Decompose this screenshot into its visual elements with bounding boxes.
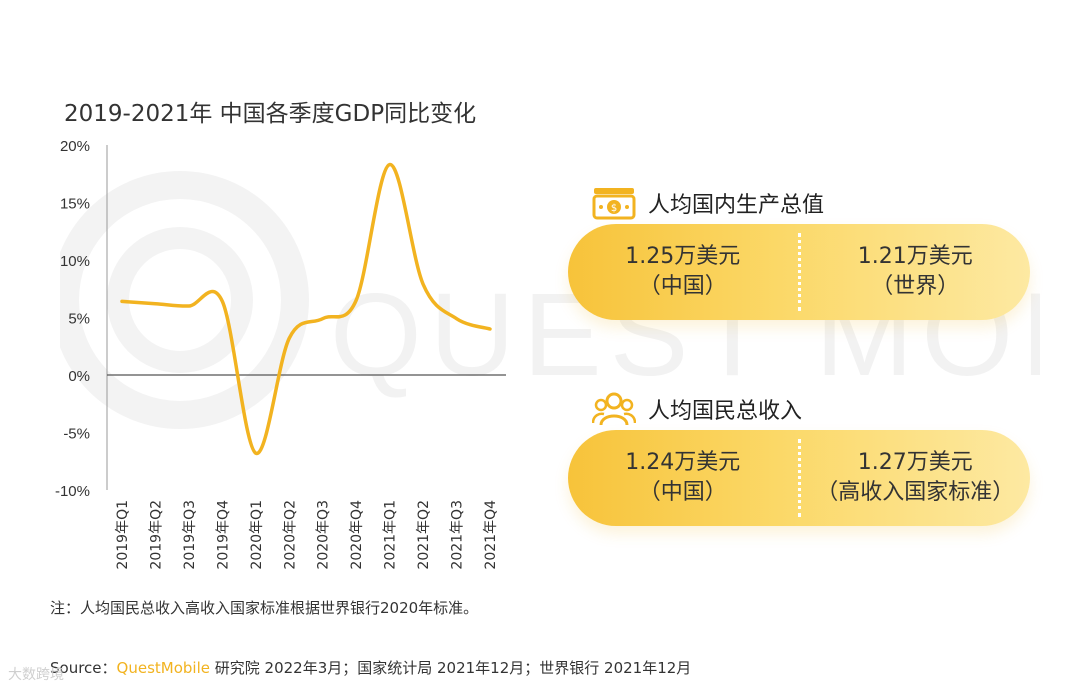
world-gdp-cell: 1.21万美元 （世界） bbox=[801, 242, 1031, 302]
x-tick-label: 2019年Q3 bbox=[182, 500, 198, 570]
value: 1.24万美元 bbox=[625, 450, 741, 475]
y-tick-label: 10% bbox=[60, 253, 90, 270]
gdp-per-capita-card: 1.25万美元 （中国） 1.21万美元 （世界） bbox=[568, 224, 1030, 320]
x-tick-label: 2020年Q2 bbox=[282, 500, 298, 570]
sub-label: （世界） bbox=[871, 274, 960, 299]
x-tick-label: 2020年Q4 bbox=[349, 500, 365, 570]
x-tick-label: 2021年Q3 bbox=[450, 500, 466, 570]
value: 1.25万美元 bbox=[625, 244, 741, 269]
x-tick-label: 2019年Q2 bbox=[148, 500, 164, 570]
dotted-divider bbox=[797, 439, 801, 517]
china-gni-cell: 1.24万美元 （中国） bbox=[568, 448, 798, 508]
source-line: Source：QuestMobile 研究院 2022年3月；国家统计局 202… bbox=[50, 657, 691, 678]
source-prefix: Source： bbox=[50, 659, 117, 677]
money-icon: $ bbox=[592, 188, 636, 220]
gdp-series-line bbox=[120, 162, 492, 455]
x-tick-label: 2021年Q1 bbox=[383, 500, 399, 570]
y-tick-label: 20% bbox=[60, 138, 90, 155]
svg-text:$: $ bbox=[611, 203, 617, 214]
x-tick-label: 2020年Q3 bbox=[316, 500, 332, 570]
source-brand: QuestMobile bbox=[116, 659, 210, 677]
gni-per-capita-card: 1.24万美元 （中国） 1.27万美元 （高收入国家标准） bbox=[568, 430, 1030, 526]
dotted-divider bbox=[797, 233, 801, 311]
y-tick-label: 5% bbox=[68, 311, 90, 328]
card-heading: 人均国民总收入 bbox=[648, 399, 803, 424]
corner-watermark: 大数跨境 bbox=[8, 667, 64, 683]
y-tick-label: 15% bbox=[60, 196, 90, 213]
footnote: 注：人均国民总收入高收入国家标准根据世界银行2020年标准。 bbox=[50, 599, 479, 617]
value: 1.27万美元 bbox=[857, 450, 973, 475]
sub-label: （中国） bbox=[638, 480, 727, 505]
value: 1.21万美元 bbox=[857, 244, 973, 269]
people-icon bbox=[592, 392, 636, 426]
y-tick-label: -5% bbox=[63, 426, 90, 443]
source-rest: 研究院 2022年3月；国家统计局 2021年12月；世界银行 2021年12月 bbox=[209, 659, 692, 677]
high-income-gni-cell: 1.27万美元 （高收入国家标准） bbox=[801, 448, 1031, 508]
gni-per-capita-heading: 人均国民总收入 bbox=[592, 391, 802, 427]
china-gdp-cell: 1.25万美元 （中国） bbox=[568, 242, 798, 302]
x-tick-label: 2021年Q4 bbox=[483, 500, 499, 570]
x-tick-label: 2020年Q1 bbox=[249, 500, 265, 570]
x-tick-label: 2019年Q4 bbox=[215, 500, 231, 570]
x-tick-label: 2019年Q1 bbox=[115, 500, 131, 570]
y-tick-label: 0% bbox=[68, 368, 90, 385]
gdp-per-capita-heading: $ 人均国内生产总值 bbox=[592, 186, 824, 220]
y-tick-label: -10% bbox=[55, 483, 90, 500]
chart-title: 2019-2021年 中国各季度GDP同比变化 bbox=[64, 101, 477, 127]
gdp-line-chart: 20% 15% 10% 5% 0% -5% -10% 2019年Q1 2019年Q2 2019年Q… bbox=[55, 138, 506, 570]
sub-label: （中国） bbox=[638, 274, 727, 299]
card-heading: 人均国内生产总值 bbox=[648, 193, 825, 218]
x-tick-label: 2021年Q2 bbox=[416, 500, 432, 570]
sub-label: （高收入国家标准） bbox=[816, 480, 1015, 505]
